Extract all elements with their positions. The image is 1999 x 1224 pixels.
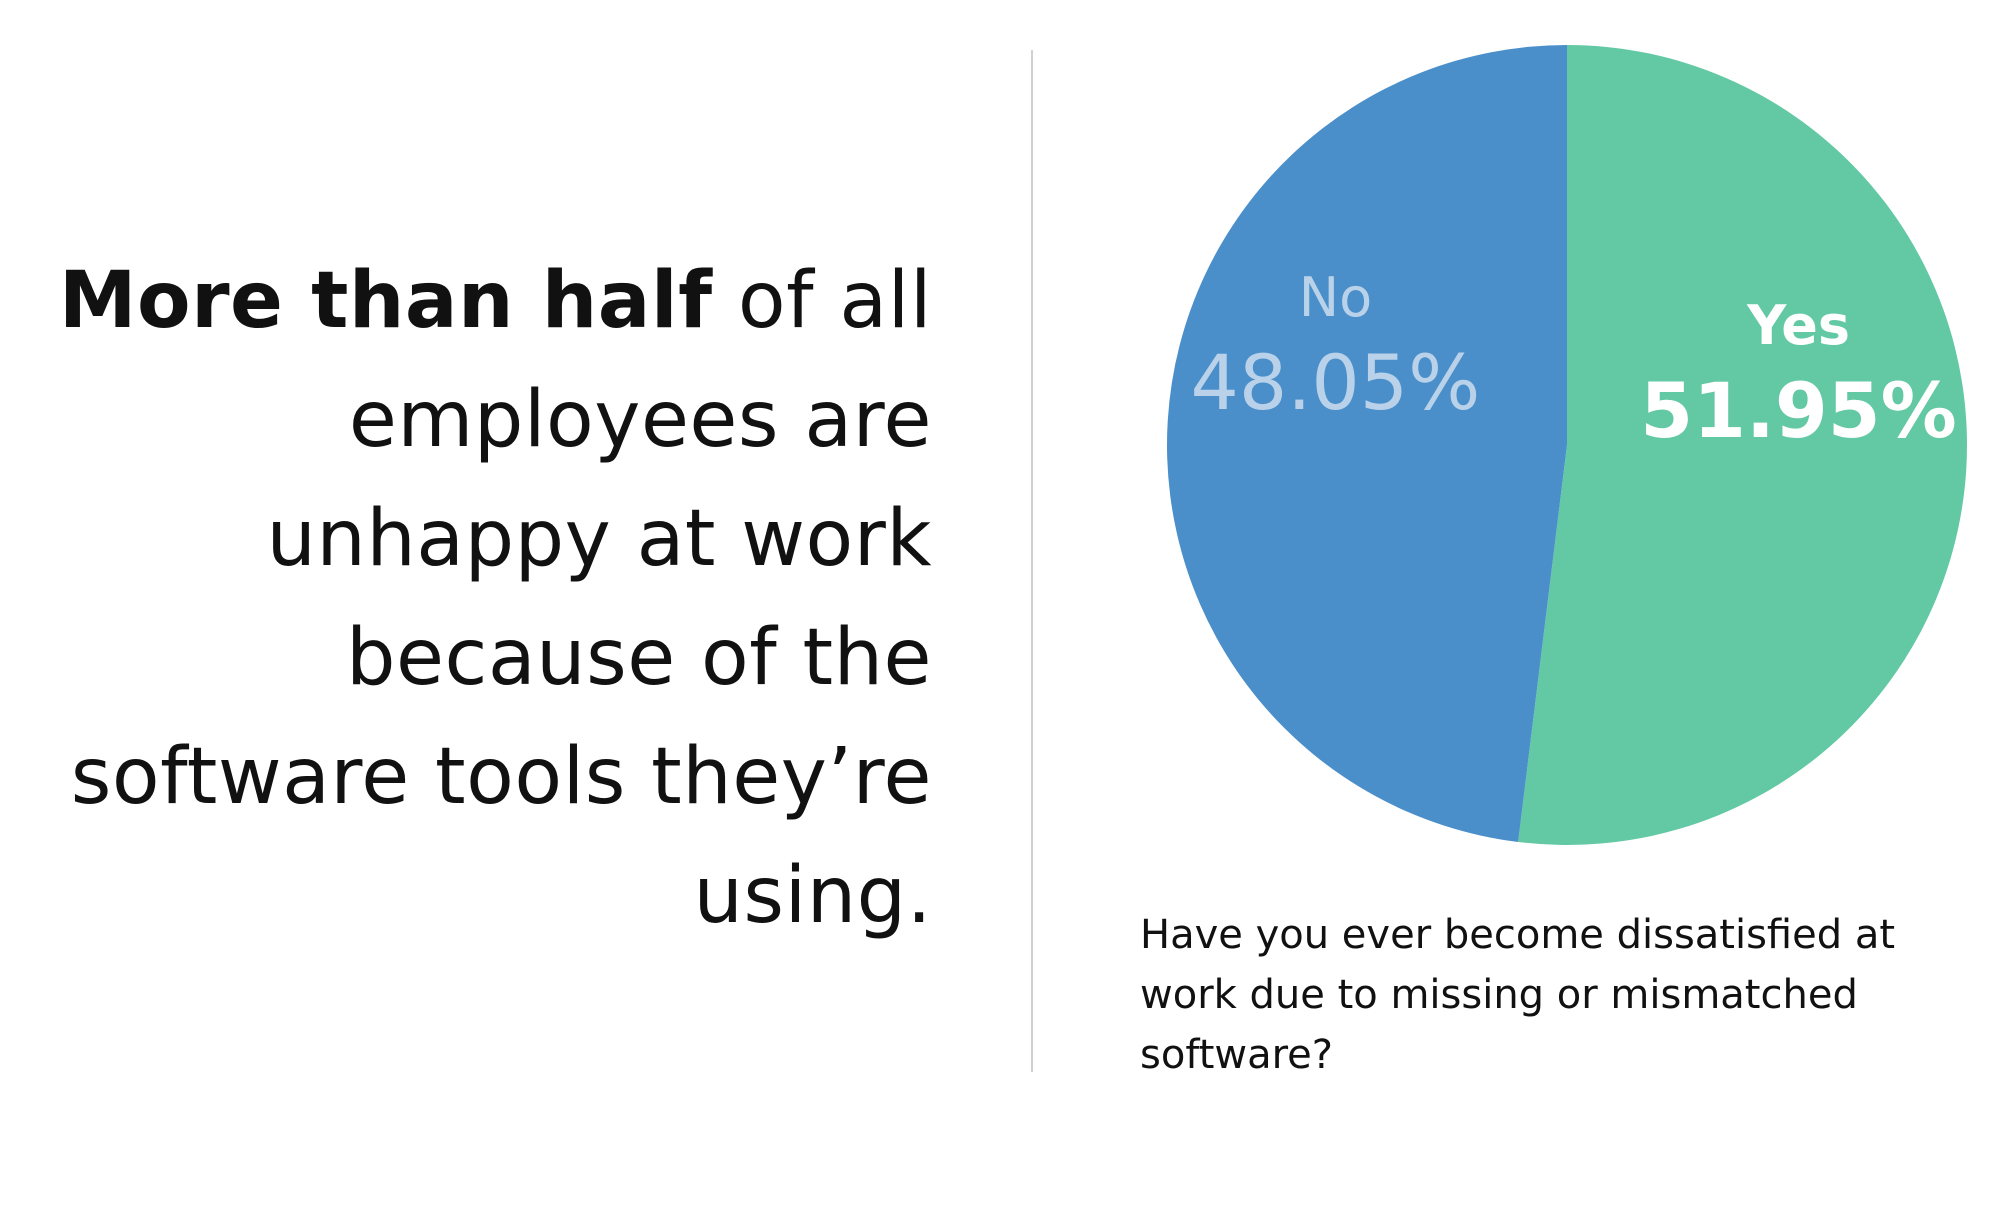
headline: More than half of all employees are unha… [40,242,932,956]
pie-slice-yes [1518,45,1968,846]
divider [1031,50,1033,1072]
headline-text: of all employees are unhappy at work bec… [70,256,932,941]
slice-category-label: Yes [1746,294,1850,357]
pie-slice-no [1167,45,1567,843]
slice-category-label: No [1299,266,1372,329]
slice-value-label: 51.95% [1640,366,1957,455]
headline-emphasis: More than half [58,256,713,346]
chart-caption: Have you ever become dissatisfied at wor… [1140,912,1896,1078]
slice-value-label: 48.05% [1191,338,1481,427]
